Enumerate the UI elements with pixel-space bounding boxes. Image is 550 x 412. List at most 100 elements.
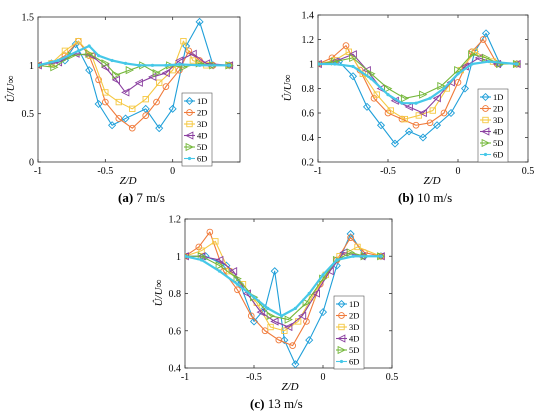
legend-0 [181,92,213,167]
legend-marker-2-1D [337,299,346,309]
data-point-0-4D-8 [148,72,157,82]
legend-marker-0-2D [186,109,193,116]
legend-marker-2-4D [337,334,346,343]
caption-a: (a) 7 m/s [118,190,165,206]
data-point-2-6D-10 [335,258,339,262]
data-point-1-6D-10 [470,62,474,66]
data-point-2-5D-7 [302,298,311,307]
series-group-1 [318,29,522,148]
data-point-2-6D-1 [199,258,204,262]
data-point-0-6D-0 [38,63,40,67]
data-point-2-6D-2 [217,269,222,273]
data-point-0-5D-1 [50,63,59,72]
legend-marker-0-4D [185,131,194,140]
x-tick-label-1-0: -1 [314,166,322,177]
x-tick-label-2-3: 0.5 [386,372,399,383]
legend-label-2-3D: 3D [349,322,359,332]
legend-label-1-4D: 4D [493,127,503,137]
data-point-1-5D-10 [482,53,491,63]
data-point-2-2D-4 [234,286,241,294]
data-point-2-6D-5 [266,306,270,310]
data-point-1-5D-5 [400,94,410,103]
data-point-1-1D-9 [446,108,456,118]
data-point-2-1D-7 [280,336,289,345]
data-point-1-2D-2 [342,42,350,49]
data-point-1-1D-12 [481,29,491,38]
data-point-1-6D-4 [386,93,390,97]
y-tick-label-1-6: 1.4 [302,11,315,22]
data-point-0-3D-7 [129,105,136,113]
data-point-2-2D-2 [206,228,214,236]
y-tick-label-2-2: 0.8 [169,289,182,300]
data-point-1-2D-7 [412,121,420,129]
data-point-1-5D-2 [349,53,358,63]
data-point-2-4D-7 [284,322,293,332]
data-point-1-4D-3 [362,65,371,75]
data-point-0-5D-3 [85,49,94,58]
data-point-2-1D-10 [318,308,328,317]
data-point-1-1D-6 [404,127,414,136]
data-point-0-2D-10 [153,98,160,106]
data-point-0-4D-9 [161,68,170,78]
data-point-0-3D-5 [102,89,109,96]
data-point-1-6D-5 [400,101,404,105]
data-point-2-5D-3 [233,274,242,283]
series-line-1-5D [318,53,517,99]
data-point-0-5D-5 [112,70,121,80]
data-point-1-6D-1 [333,62,337,66]
y-tick-label-1-1: 0.4 [302,133,315,144]
legend-2 [333,295,365,370]
x-tick-label-1-3: 0.5 [522,166,535,177]
legend-label-0-5D: 5D [197,142,207,152]
data-point-1-3D-2 [345,48,352,55]
x-tick-label-1-2: 0 [456,166,461,177]
data-point-0-1D-4 [85,66,94,75]
data-point-1-4D-8 [432,94,441,103]
series-line-2-4D [185,251,381,328]
data-point-0-2D-12 [176,66,183,74]
data-point-2-3D-7 [281,327,288,334]
x-tick-label-0-2: 0 [170,166,175,177]
data-point-1-6D-0 [318,62,320,66]
series-line-2-5D [185,251,381,321]
data-point-2-4D-3 [228,267,238,276]
x-axis-label-0: Z/D [119,175,136,187]
data-point-2-5D-1 [197,252,206,261]
data-point-2-4D-8 [297,311,307,320]
legend-marker-0-6D [187,156,192,161]
data-point-2-2D-6 [261,327,269,335]
data-point-2-3D-2 [212,238,219,245]
data-point-2-2D-8 [289,342,296,349]
data-point-0-6D-6 [123,61,128,65]
legend-marker-0-3D [186,120,193,128]
data-point-0-2D-5 [95,76,102,84]
y-tick-label-1-5: 1.2 [302,35,315,46]
legend-label-1-1D: 1D [493,92,503,102]
data-point-2-5D-5 [266,311,275,320]
data-point-1-1D-7 [418,133,428,142]
y-tick-label-0-0: 0 [29,158,34,169]
x-tick-label-2-2: 0 [321,372,326,383]
caption-c-text: 13 m/s [267,396,303,411]
y-tick-label-1-0: 0.2 [302,158,315,169]
data-point-1-3D-4 [373,91,380,98]
data-point-2-5D-2 [215,261,224,270]
y-tick-label-2-3: 1 [176,252,181,263]
data-point-2-6D-12 [379,254,383,258]
data-point-1-5D-8 [454,65,463,75]
data-point-2-3D-12 [354,243,361,251]
data-point-1-6D-3 [369,77,373,81]
chart-1: -1 -0.5 0 0.5 0.2 0.4 0.6 0.8 1 1.2 1.4 Z/D Û/U∞ 1D 2D… [282,11,534,188]
data-point-2-3D-1 [198,247,205,254]
data-point-0-1D-9 [155,124,164,133]
legend-marker-2-3D [338,323,345,331]
data-point-0-2D-7 [115,115,123,122]
data-point-0-5D-8 [152,68,161,78]
data-point-0-4D-11 [188,49,197,58]
y-tick-label-2-1: 0.6 [169,326,182,337]
data-point-0-2D-6 [101,98,109,106]
data-point-0-4D-10 [174,56,184,65]
data-point-0-4D-6 [121,88,130,97]
